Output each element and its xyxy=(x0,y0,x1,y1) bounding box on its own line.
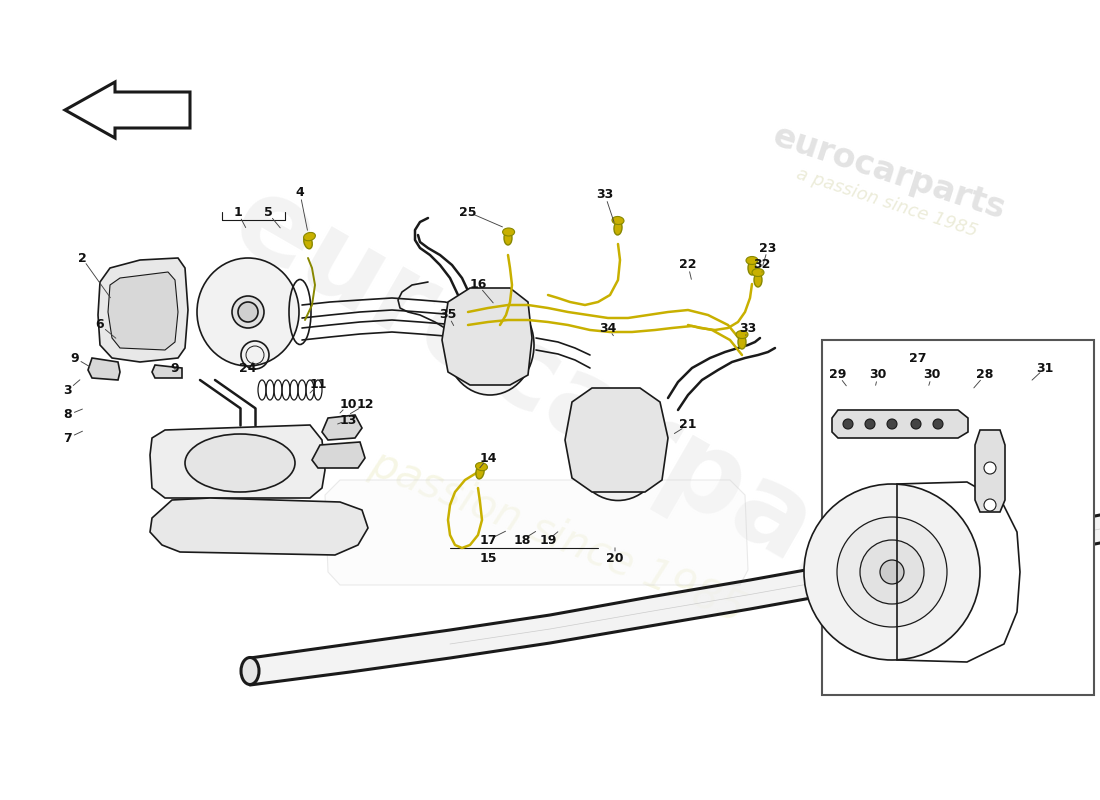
Ellipse shape xyxy=(304,233,316,241)
Ellipse shape xyxy=(476,465,484,479)
Polygon shape xyxy=(88,358,120,380)
Polygon shape xyxy=(565,388,668,492)
Text: 10: 10 xyxy=(339,398,356,411)
Text: 34: 34 xyxy=(600,322,617,334)
Text: 25: 25 xyxy=(460,206,476,218)
Ellipse shape xyxy=(304,235,312,249)
Ellipse shape xyxy=(503,228,515,236)
Circle shape xyxy=(865,419,874,429)
Text: 18: 18 xyxy=(514,534,530,546)
Text: 22: 22 xyxy=(680,258,696,271)
Text: 14: 14 xyxy=(480,451,497,465)
Circle shape xyxy=(804,484,980,660)
Circle shape xyxy=(911,419,921,429)
Polygon shape xyxy=(322,415,362,440)
Text: 17: 17 xyxy=(480,534,497,546)
Text: 12: 12 xyxy=(356,398,374,411)
Ellipse shape xyxy=(185,434,295,492)
Ellipse shape xyxy=(612,217,624,225)
Text: 35: 35 xyxy=(439,309,456,322)
Ellipse shape xyxy=(446,295,534,395)
Ellipse shape xyxy=(614,221,622,235)
Text: 28: 28 xyxy=(977,369,993,382)
Ellipse shape xyxy=(241,658,258,685)
Circle shape xyxy=(984,462,996,474)
Text: 9: 9 xyxy=(70,351,79,365)
Polygon shape xyxy=(150,498,368,555)
Text: 11: 11 xyxy=(309,378,327,391)
Ellipse shape xyxy=(748,261,756,275)
Text: 15: 15 xyxy=(480,551,497,565)
Ellipse shape xyxy=(475,462,487,470)
Text: eurocarparts: eurocarparts xyxy=(769,120,1010,226)
Text: 16: 16 xyxy=(470,278,486,291)
Text: 7: 7 xyxy=(64,431,73,445)
Text: 23: 23 xyxy=(759,242,777,254)
Text: 24: 24 xyxy=(240,362,256,374)
Circle shape xyxy=(843,419,852,429)
Ellipse shape xyxy=(746,257,758,265)
Polygon shape xyxy=(324,480,748,585)
Text: 6: 6 xyxy=(96,318,104,331)
Text: 31: 31 xyxy=(1036,362,1054,374)
Text: eurocarparts: eurocarparts xyxy=(212,164,988,676)
Circle shape xyxy=(880,560,904,584)
Text: 1: 1 xyxy=(233,206,242,219)
Text: 9: 9 xyxy=(170,362,179,374)
Text: a passion since 1985: a passion since 1985 xyxy=(329,429,751,631)
Polygon shape xyxy=(312,442,365,468)
Text: 30: 30 xyxy=(923,369,940,382)
Polygon shape xyxy=(442,288,532,385)
Polygon shape xyxy=(250,515,1100,685)
FancyBboxPatch shape xyxy=(822,340,1094,695)
Circle shape xyxy=(238,302,258,322)
Polygon shape xyxy=(65,82,190,138)
Text: 30: 30 xyxy=(869,369,887,382)
Text: 13: 13 xyxy=(339,414,356,426)
Text: 33: 33 xyxy=(739,322,757,334)
Ellipse shape xyxy=(572,395,664,501)
Circle shape xyxy=(933,419,943,429)
Circle shape xyxy=(984,499,996,511)
Text: 19: 19 xyxy=(539,534,557,546)
Text: 29: 29 xyxy=(829,369,847,382)
Text: 5: 5 xyxy=(264,206,273,219)
Ellipse shape xyxy=(232,296,264,328)
Ellipse shape xyxy=(736,330,748,338)
Text: 3: 3 xyxy=(64,383,73,397)
Polygon shape xyxy=(150,425,324,498)
Polygon shape xyxy=(975,430,1005,512)
Text: 32: 32 xyxy=(754,258,771,271)
Circle shape xyxy=(887,419,896,429)
Text: 33: 33 xyxy=(596,189,614,202)
Polygon shape xyxy=(108,272,178,350)
Circle shape xyxy=(860,540,924,604)
Ellipse shape xyxy=(738,335,746,349)
Text: 27: 27 xyxy=(910,351,926,365)
Text: 8: 8 xyxy=(64,409,73,422)
Text: 4: 4 xyxy=(296,186,305,199)
Ellipse shape xyxy=(504,231,512,245)
Text: 2: 2 xyxy=(78,251,87,265)
Polygon shape xyxy=(832,410,968,438)
Circle shape xyxy=(837,517,947,627)
Ellipse shape xyxy=(754,273,762,287)
Ellipse shape xyxy=(197,258,299,366)
Polygon shape xyxy=(152,365,182,378)
Polygon shape xyxy=(98,258,188,362)
Ellipse shape xyxy=(752,269,764,277)
Text: 21: 21 xyxy=(680,418,696,431)
Text: 20: 20 xyxy=(606,551,624,565)
Text: a passion since 1985: a passion since 1985 xyxy=(794,165,980,241)
